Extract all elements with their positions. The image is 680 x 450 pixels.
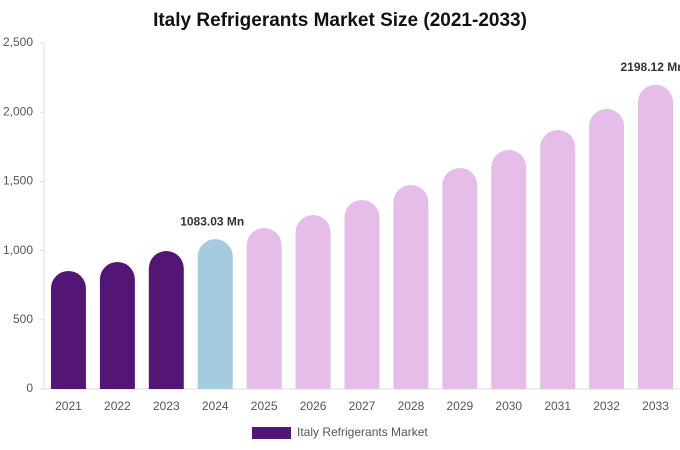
value-label: 1083.03 Mn: [180, 214, 244, 228]
bar: [50, 270, 86, 389]
legend-swatch: [252, 427, 291, 439]
value-label: 2198.12 Mn: [621, 60, 680, 74]
y-tick-label: 1,500: [3, 174, 33, 188]
x-tick-label: 2032: [593, 399, 620, 413]
y-tick-label: 1,000: [3, 243, 33, 257]
bar: [491, 149, 527, 389]
x-tick-label: 2029: [446, 399, 473, 413]
bar: [344, 199, 380, 389]
x-tick-label: 2022: [104, 399, 131, 413]
y-tick-label: 0: [26, 381, 33, 395]
x-tick-label: 2023: [153, 399, 180, 413]
y-tick-label: 2,000: [3, 104, 33, 118]
bar: [295, 215, 331, 389]
bar: [99, 261, 135, 389]
y-tick-label: 500: [13, 312, 33, 326]
y-tick-label: 2,500: [3, 35, 33, 49]
x-tick-label: 2027: [349, 399, 376, 413]
bar: [197, 239, 233, 389]
x-tick-label: 2024: [202, 399, 229, 413]
x-tick-label: 2021: [55, 399, 82, 413]
x-tick-label: 2028: [398, 399, 425, 413]
bar: [246, 228, 282, 389]
legend-label: Italy Refrigerants Market: [297, 425, 428, 439]
x-tick-label: 2025: [251, 399, 278, 413]
bar: [638, 84, 674, 390]
bar: [393, 184, 429, 389]
x-tick-label: 2030: [495, 399, 522, 413]
chart-title: Italy Refrigerants Market Size (2021-203…: [153, 10, 527, 31]
bar: [442, 167, 478, 389]
x-tick-label: 2033: [642, 399, 669, 413]
x-tick-label: 2026: [300, 399, 327, 413]
bar: [148, 251, 184, 389]
bar: [589, 109, 625, 390]
bar: [540, 130, 576, 390]
x-tick-label: 2031: [544, 399, 571, 413]
